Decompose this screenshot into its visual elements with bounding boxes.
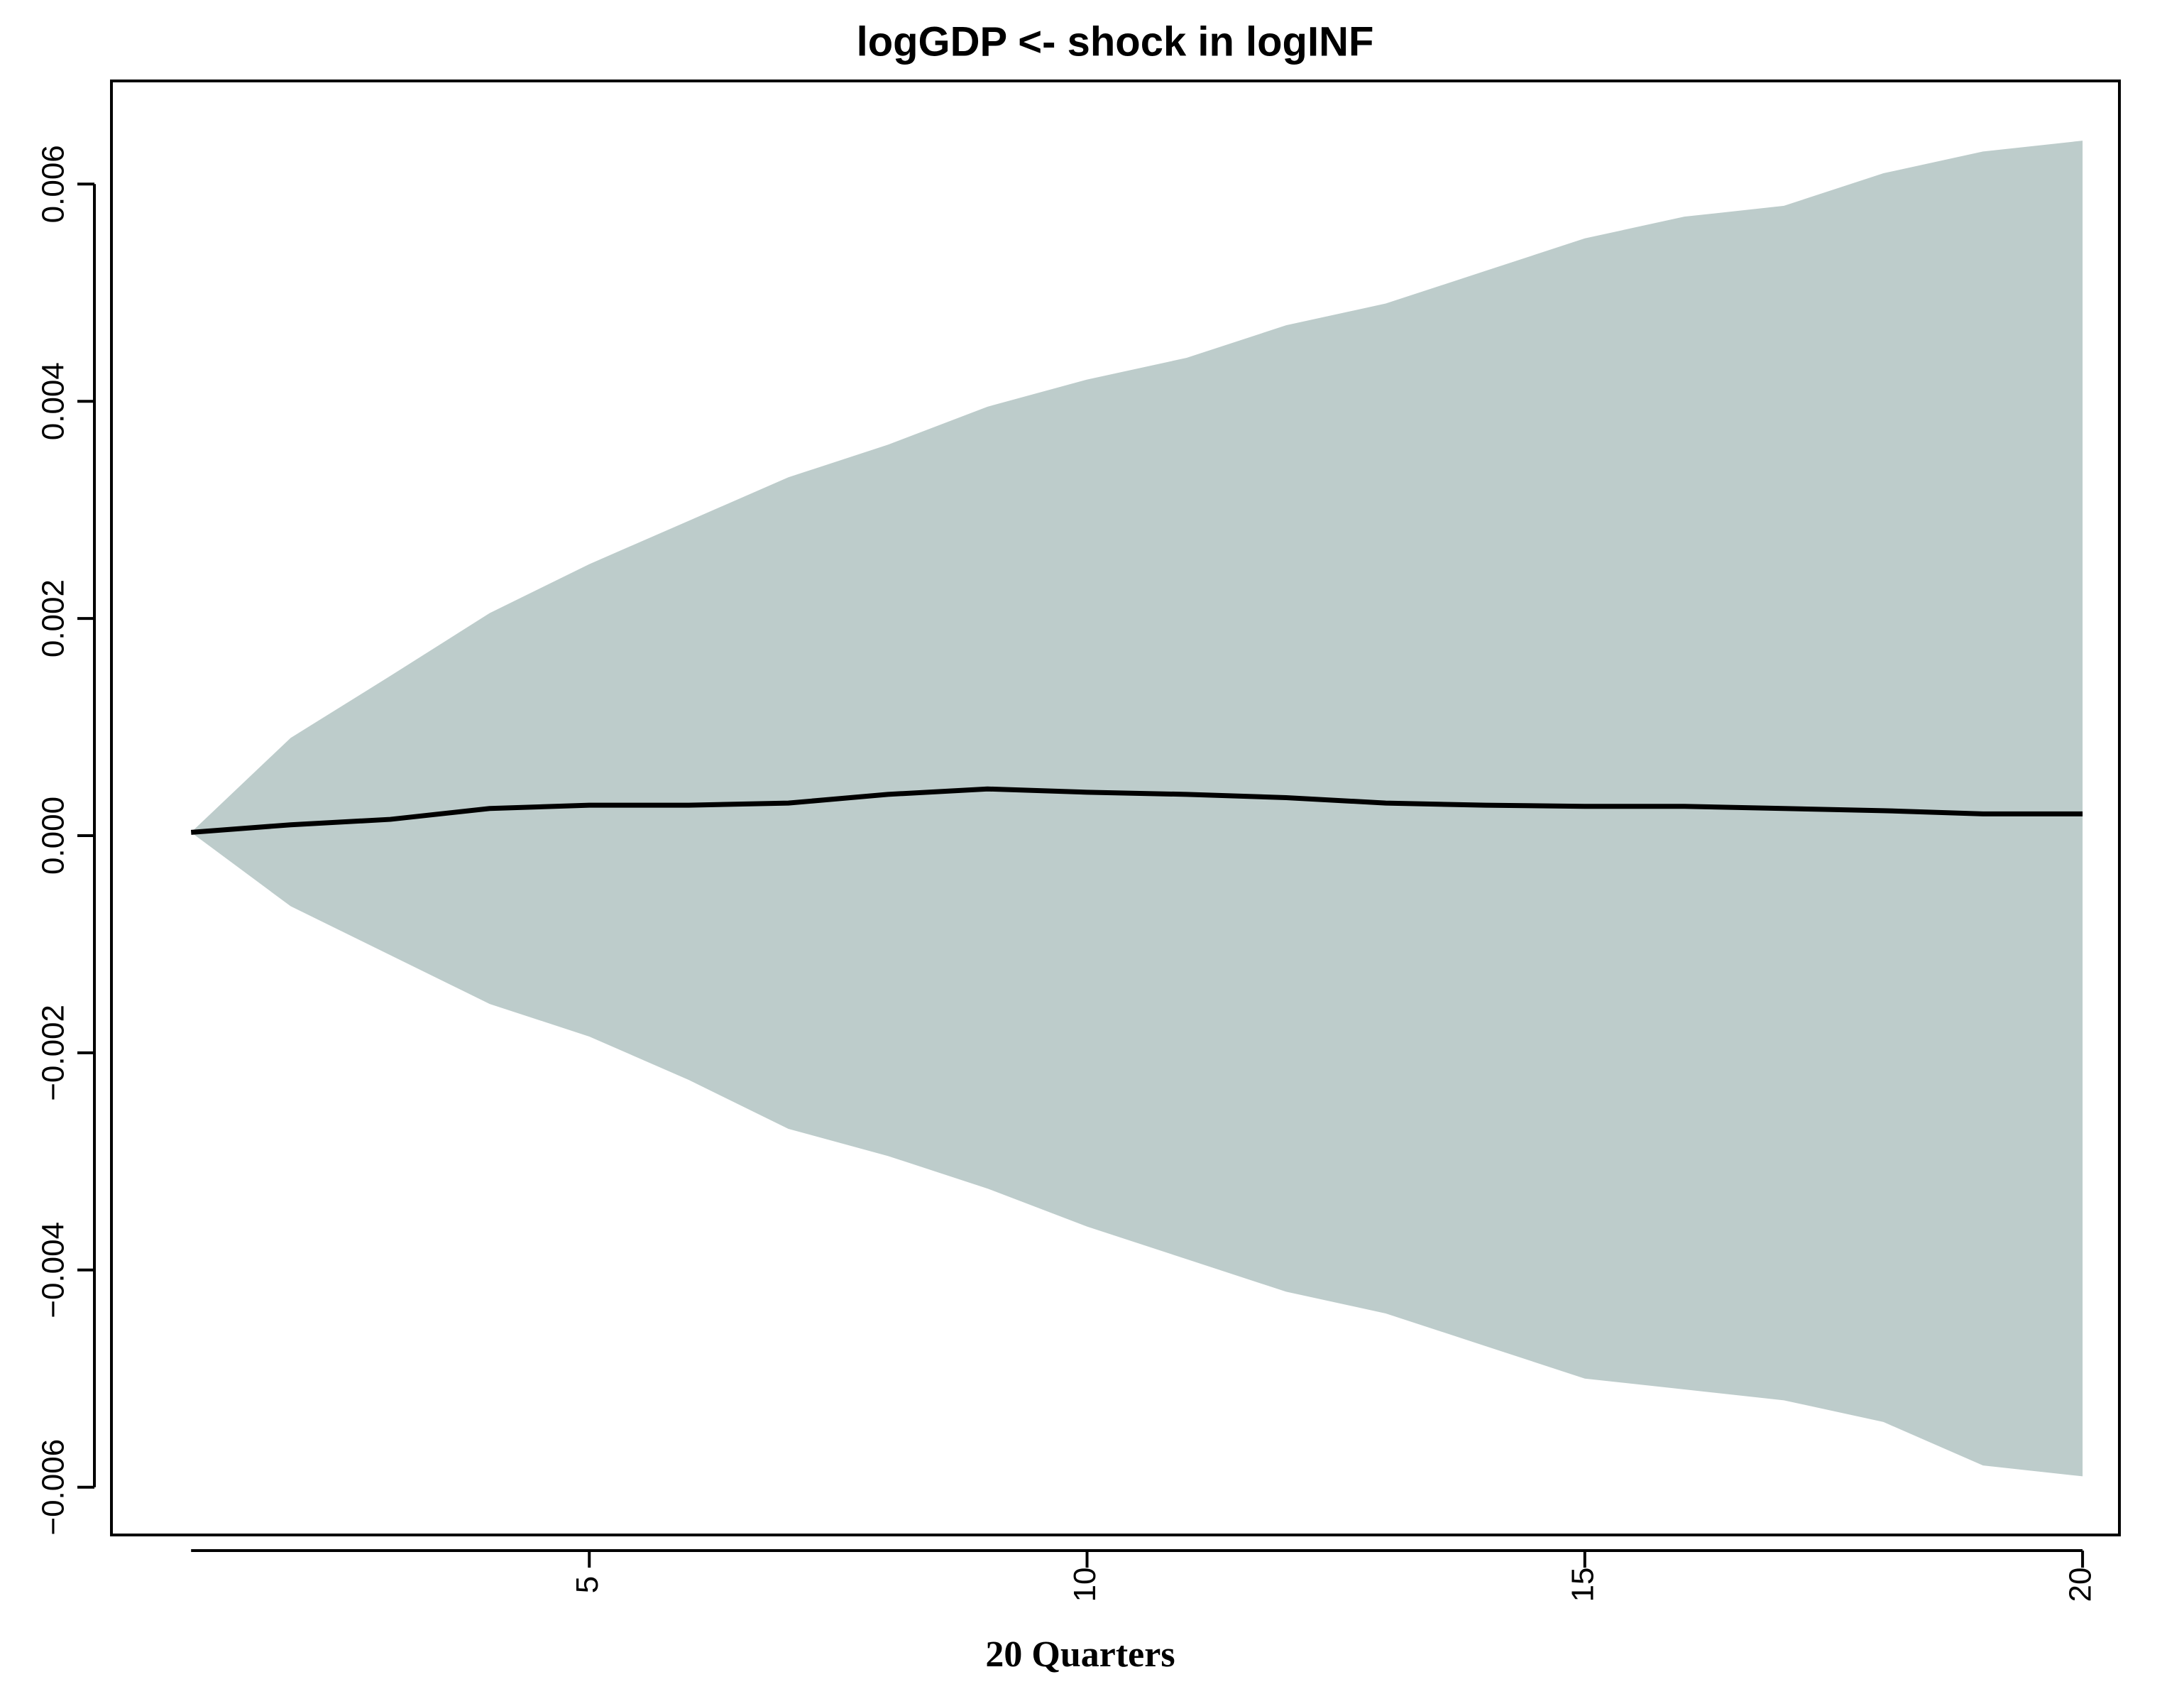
x-axis-label: 20 Quarters: [985, 1634, 1175, 1675]
chart-title: logGDP <- shock in logINF: [857, 18, 1374, 65]
x-tick-label: 20: [2063, 1568, 2098, 1602]
x-tick-label: 10: [1068, 1568, 1102, 1602]
y-tick-label: 0.000: [36, 797, 71, 875]
x-tick-label: 5: [570, 1576, 605, 1593]
confidence-band: [191, 141, 2083, 1477]
x-tick-label: 15: [1565, 1568, 1600, 1602]
y-tick-label: 0.002: [36, 579, 71, 657]
y-tick-label: −0.002: [36, 1005, 71, 1101]
y-tick-label: −0.004: [36, 1222, 71, 1318]
y-tick-label: −0.006: [36, 1439, 71, 1536]
plot-frame: [110, 80, 2121, 1536]
response-line: [190, 786, 2083, 835]
y-tick-label: 0.004: [36, 362, 71, 440]
y-tick-label: 0.006: [36, 145, 71, 223]
